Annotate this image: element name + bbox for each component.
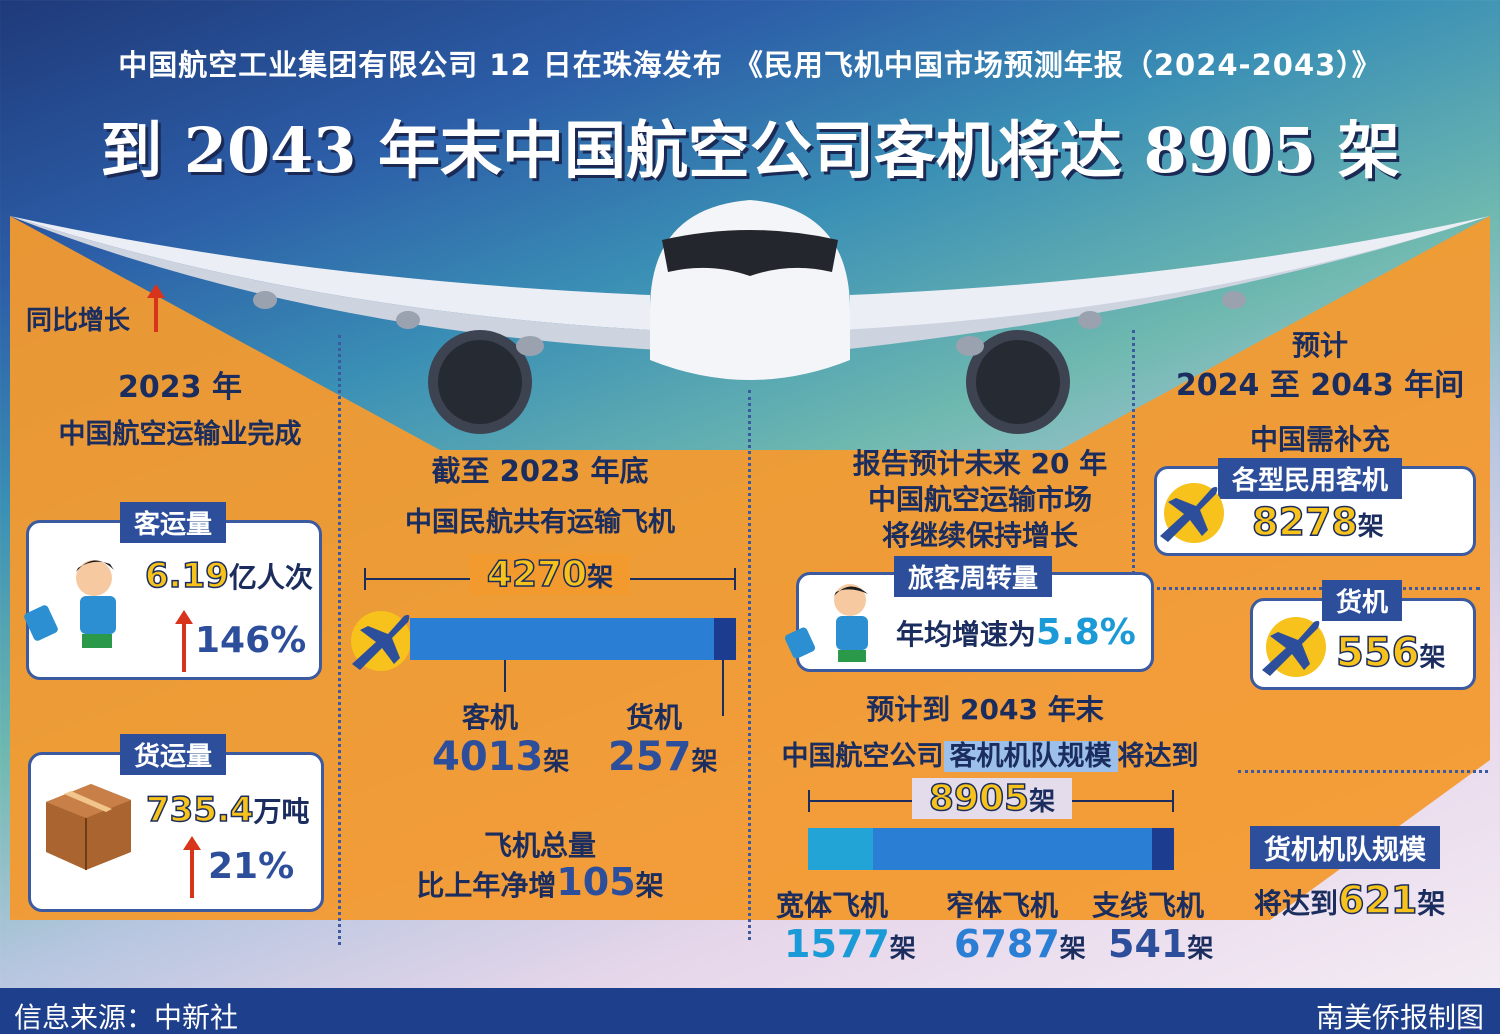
rpk-tag: 旅客周转量 (894, 556, 1053, 597)
passenger-card (26, 520, 322, 680)
unit-label: 架 (889, 934, 916, 964)
passenger-unit: 亿人次 (228, 561, 313, 594)
divider (1150, 587, 1480, 590)
footer: 信息来源：中新社 南美侨报制图 (0, 988, 1500, 1034)
net-prefix: 比上年净增 (416, 869, 557, 902)
narrow-body-label: 窄体飞机 (946, 889, 1059, 922)
unit-label: 架 (1059, 934, 1086, 964)
box-icon (46, 784, 131, 870)
civil-value: 8278 (1251, 499, 1358, 545)
yoy-label: 同比增长 (26, 306, 131, 336)
right-line1: 预计 (1291, 329, 1348, 362)
regional-label: 支线飞机 (1092, 889, 1205, 922)
fleet-2043-prefix: 中国航空公司 (781, 741, 944, 772)
passenger-tag: 客运量 (120, 502, 227, 543)
cargo-unit: 万吨 (253, 795, 310, 828)
divider (1238, 770, 1488, 773)
passenger-bar (410, 618, 714, 660)
fleet-bar (808, 828, 1174, 870)
passenger-plane-label: 客机 (462, 701, 519, 734)
fleet-2043-highlight: 客机机队规模 (943, 741, 1118, 772)
unit-label: 架 (587, 563, 614, 593)
cargo-plane-label: 货机 (626, 701, 683, 734)
cargo-fleet-tag: 货机机队规模 (1250, 826, 1440, 869)
arrow-up-icon (183, 836, 201, 898)
cargo-growth: 21% (208, 846, 295, 887)
forecast-line3: 将继续保持增长 (881, 519, 1078, 552)
fleet-2023-total: 4270 (486, 553, 588, 596)
cargo-value: 735.4 (145, 789, 254, 831)
divider (1132, 330, 1135, 580)
cargo-fleet-value: 621 (1337, 877, 1418, 923)
narrow-body-bar (872, 828, 1152, 870)
subtitle: 中国航空工业集团有限公司 12 日在珠海发布 《民用飞机中国市场预测年报（202… (118, 48, 1382, 82)
airplane-icon (351, 611, 411, 671)
net-line1: 飞机总量 (483, 829, 596, 862)
unit-label: 架 (1357, 512, 1384, 542)
rpk-text: 年均增速为 (896, 618, 1037, 651)
airplane-icon (1262, 617, 1326, 677)
unit-label: 架 (1419, 643, 1446, 673)
unit-label: 架 (1029, 787, 1056, 817)
unit-label: 架 (635, 869, 664, 902)
unit-label: 架 (1417, 887, 1446, 920)
left-year: 2023 年 (118, 370, 242, 405)
passenger-plane-value: 4013 (432, 734, 544, 780)
right-line2: 2024 至 2043 年间 (1175, 368, 1465, 403)
fleet-2043-total: 8905 (928, 777, 1030, 820)
divider (338, 335, 341, 945)
unit-label: 架 (543, 747, 570, 777)
passenger-value: 6.19 (144, 555, 229, 597)
right-line3: 中国需补充 (1249, 423, 1390, 456)
page-title: 到 2043 年末中国航空公司客机将达 8905 架 (100, 114, 1400, 187)
forecast-line2: 中国航空运输市场 (867, 483, 1092, 516)
cargo-fleet-prefix: 将达到 (1254, 887, 1339, 920)
net-value: 105 (556, 860, 636, 904)
regional-value: 541 (1108, 922, 1188, 966)
left-desc: 中国航空运输业完成 (58, 419, 302, 450)
narrow-body-value: 6787 (954, 922, 1060, 966)
traveler-icon (784, 584, 868, 662)
arrow-up-icon (147, 284, 165, 332)
airplane-icon (1160, 483, 1224, 543)
civil-tag: 各型民用客机 (1218, 458, 1403, 499)
credit-text: 南美侨报制图 (1315, 1001, 1484, 1034)
fleet-2043-line1: 预计到 2043 年末 (866, 693, 1104, 726)
regional-bar (1151, 828, 1174, 870)
wide-body-label: 宽体飞机 (776, 889, 889, 922)
fleet-2023-line2: 中国民航共有运输飞机 (405, 507, 675, 538)
passenger-growth: 146% (195, 620, 307, 661)
cargo-plane-value: 556 (1335, 629, 1420, 677)
arrow-up-icon (175, 610, 193, 672)
rpk-value: 5.8% (1036, 612, 1136, 653)
unit-label: 架 (1187, 934, 1214, 964)
cargo-plane-tag: 货机 (1322, 580, 1403, 621)
fleet-2023-line1: 截至 2023 年底 (431, 454, 649, 488)
wide-body-value: 1577 (784, 922, 890, 966)
cargo-plane-value: 257 (608, 734, 692, 780)
cargo-tag: 货运量 (120, 734, 227, 775)
unit-label: 架 (691, 747, 718, 777)
divider (748, 390, 751, 940)
cargo-bar (714, 618, 736, 660)
fleet-2043-suffix: 将达到 (1117, 741, 1199, 772)
wide-body-bar (808, 828, 873, 870)
traveler-icon (24, 560, 116, 648)
forecast-line1: 报告预计未来 20 年 (852, 447, 1108, 480)
source-text: 信息来源：中新社 (14, 1001, 239, 1034)
